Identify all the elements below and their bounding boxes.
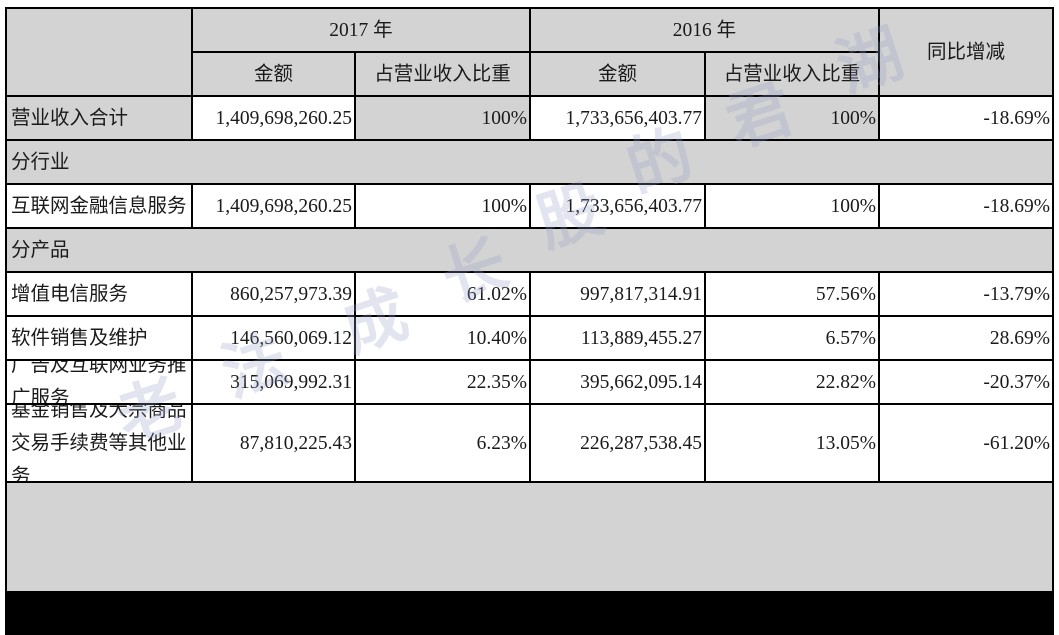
header-share-2016: 占营业收入比重 <box>706 53 878 95</box>
share-2017-cell: 6.23% <box>356 405 529 481</box>
share-2016-cell: 13.05% <box>706 405 878 481</box>
share-2016-cell: 100% <box>706 185 878 227</box>
header-year-2017: 2017 年 <box>193 9 529 51</box>
row-label-text: 广告及互联网业务推广服务 <box>11 361 187 403</box>
share-2016-cell: 57.56% <box>706 273 878 315</box>
total-share-2016: 100% <box>706 97 878 139</box>
amount-2017-cell: 146,560,069.12 <box>193 317 354 359</box>
amount-2017-cell: 860,257,973.39 <box>193 273 354 315</box>
amount-2017-cell: 87,810,225.43 <box>193 405 354 481</box>
table-row-label: 互联网金融信息服务 <box>7 185 191 227</box>
section-header-by-product: 分产品 <box>7 229 1052 271</box>
table-row-label: 软件销售及维护 <box>7 317 191 359</box>
truncated-next-row <box>7 483 1052 591</box>
share-2016-cell: 6.57% <box>706 317 878 359</box>
header-yoy-change: 同比增减 <box>880 9 1052 95</box>
header-share-2017: 占营业收入比重 <box>356 53 529 95</box>
amount-2016-cell: 113,889,455.27 <box>531 317 704 359</box>
header-corner-cell <box>7 9 191 95</box>
share-2017-cell: 100% <box>356 185 529 227</box>
table-row-label: 增值电信服务 <box>7 273 191 315</box>
amount-2017-cell: 315,069,992.31 <box>193 361 354 403</box>
amount-2016-cell: 226,287,538.45 <box>531 405 704 481</box>
share-2017-cell: 22.35% <box>356 361 529 403</box>
yoy-cell: -13.79% <box>880 273 1052 315</box>
header-amount-2016: 金额 <box>531 53 704 95</box>
amount-2016-cell: 395,662,095.14 <box>531 361 704 403</box>
row-label-text: 增值电信服务 <box>11 283 129 305</box>
share-2016-cell: 22.82% <box>706 361 878 403</box>
table-row-label: 基金销售及大宗商品交易手续费等其他业务 <box>7 405 191 481</box>
total-amount-2017: 1,409,698,260.25 <box>193 97 354 139</box>
total-share-2017: 100% <box>356 97 529 139</box>
row-label-text: 营业收入合计 <box>11 107 129 129</box>
table-row-label: 广告及互联网业务推广服务 <box>7 361 191 403</box>
share-2017-cell: 10.40% <box>356 317 529 359</box>
section-header-by-industry: 分行业 <box>7 141 1052 183</box>
header-year-2016: 2016 年 <box>531 9 878 51</box>
section-title: 分行业 <box>11 151 70 173</box>
row-label-text: 基金销售及大宗商品交易手续费等其他业务 <box>11 405 187 481</box>
section-title: 分产品 <box>11 239 70 261</box>
total-amount-2016: 1,733,656,403.77 <box>531 97 704 139</box>
yoy-cell: -20.37% <box>880 361 1052 403</box>
amount-2016-cell: 997,817,314.91 <box>531 273 704 315</box>
total-row-label: 营业收入合计 <box>7 97 191 139</box>
yoy-cell: -18.69% <box>880 185 1052 227</box>
revenue-breakdown-table: 2017 年 2016 年 同比增减 金额 占营业收入比重 金额 占营业收入比重… <box>5 7 1054 635</box>
row-label-text: 互联网金融信息服务 <box>11 195 187 217</box>
yoy-cell: -61.20% <box>880 405 1052 481</box>
amount-2016-cell: 1,733,656,403.77 <box>531 185 704 227</box>
yoy-cell: 28.69% <box>880 317 1052 359</box>
row-label-text: 软件销售及维护 <box>11 327 148 349</box>
amount-2017-cell: 1,409,698,260.25 <box>193 185 354 227</box>
total-yoy: -18.69% <box>880 97 1052 139</box>
share-2017-cell: 61.02% <box>356 273 529 315</box>
header-amount-2017: 金额 <box>193 53 354 95</box>
